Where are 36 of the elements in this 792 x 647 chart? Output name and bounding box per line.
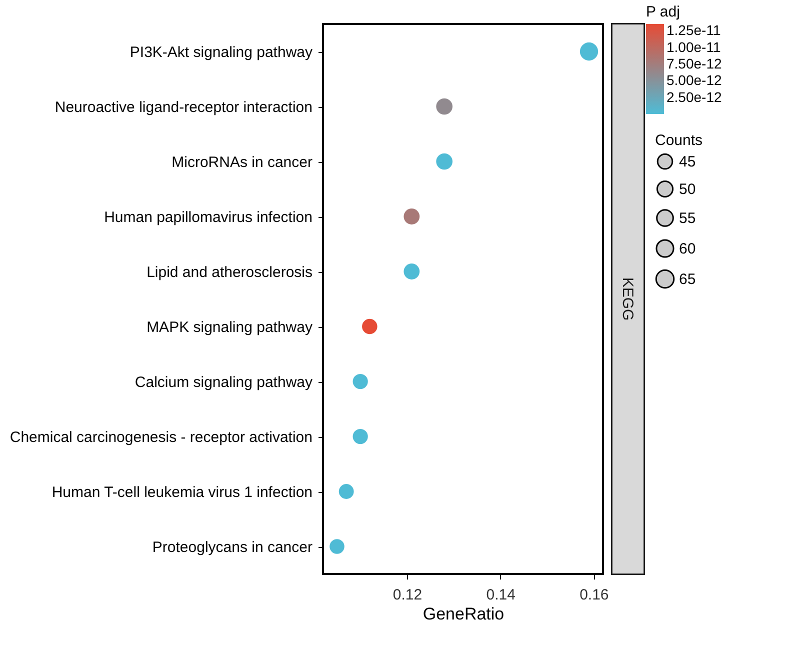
legend-title: Counts xyxy=(655,132,703,149)
point xyxy=(362,318,378,334)
y-tick-label: Chemical carcinogenesis - receptor activation xyxy=(10,429,312,446)
x-tick-label: 0.16 xyxy=(580,586,609,604)
y-tick-label: Neuroactive ligand-receptor interaction xyxy=(54,99,312,116)
point xyxy=(352,428,368,444)
y-tick-label: Calcium signaling pathway xyxy=(134,374,313,391)
point xyxy=(436,153,452,170)
color-bar-label: 5.00e-12 xyxy=(666,72,722,88)
y-tick-label: Human T-cell leukemia virus 1 infection xyxy=(52,484,312,501)
color-bar-label: 1.00e-11 xyxy=(666,38,721,55)
x-tick-label: 0.12 xyxy=(392,586,422,604)
legend-label: 65 xyxy=(679,271,696,288)
color-bar-label: 2.50e-12 xyxy=(666,88,722,105)
point xyxy=(330,539,344,554)
x-axis-title: GeneRatio xyxy=(422,604,504,624)
legend-label: 50 xyxy=(679,181,696,198)
point xyxy=(404,208,420,224)
y-tick-label: Lipid and atherosclerosis xyxy=(146,264,312,281)
point xyxy=(436,98,452,115)
color-bar-title: P adj xyxy=(646,4,680,21)
y-tick-label: Human papillomavirus infection xyxy=(104,209,312,226)
y-tick-label: Proteoglycans in cancer xyxy=(152,539,312,556)
y-tick-label: PI3K-Akt signaling pathway xyxy=(130,44,313,61)
point xyxy=(352,374,368,390)
point xyxy=(338,484,354,499)
y-tick-label: MAPK signaling pathway xyxy=(146,319,313,336)
legend-label: 60 xyxy=(679,240,696,258)
color-bar-label: 7.50e-12 xyxy=(666,56,722,72)
color-bar-label: 1.25e-11 xyxy=(666,22,721,38)
text: KEGG xyxy=(619,277,636,321)
legend-label: 55 xyxy=(679,210,696,227)
legend-label: 45 xyxy=(679,154,696,170)
x-tick-label: 0.14 xyxy=(486,586,516,604)
y-tick-label: MicroRNAs in cancer xyxy=(172,154,312,171)
point xyxy=(404,264,420,280)
